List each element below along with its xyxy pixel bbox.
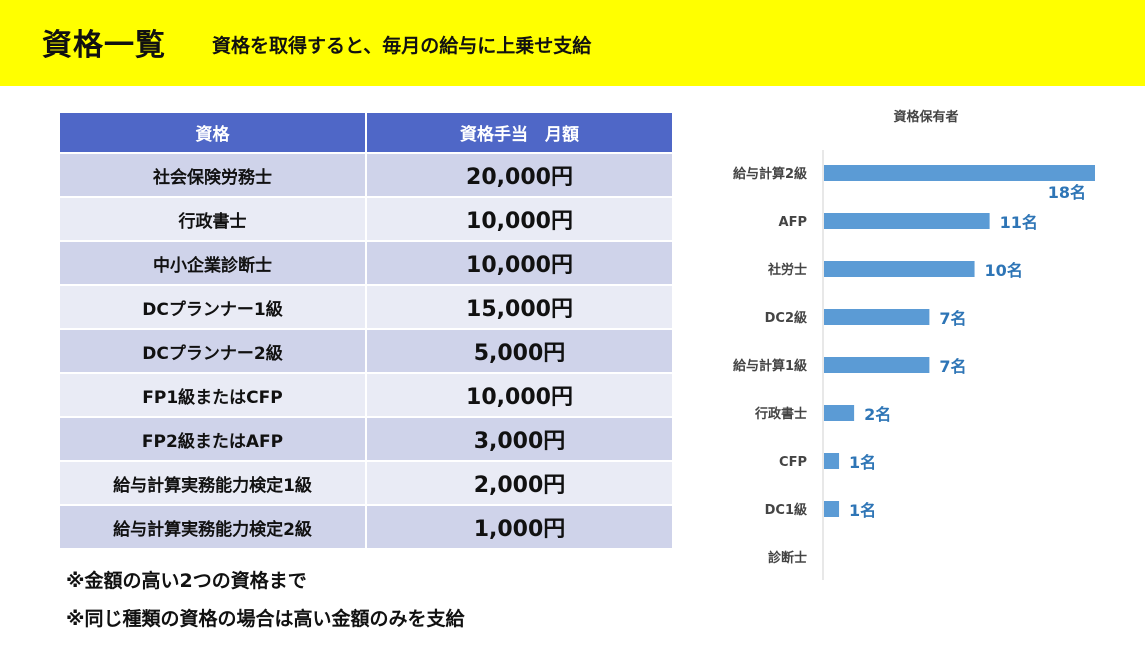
qualification-name: 給与計算実務能力検定1級 bbox=[58, 460, 367, 506]
footnote: ※金額の高い2つの資格まで bbox=[66, 570, 307, 592]
data-label: 7名 bbox=[939, 357, 966, 376]
header-banner: 資格一覧 資格を取得すると、毎月の給与に上乗せ支給 bbox=[0, 0, 1145, 86]
table-row: DCプランナー2級 5,000円 bbox=[58, 328, 674, 374]
data-label: 1名 bbox=[849, 453, 876, 472]
data-label: 18名 bbox=[1048, 183, 1086, 202]
allowance-amount: 15,000円 bbox=[365, 284, 674, 330]
allowance-amount: 3,000円 bbox=[365, 416, 674, 462]
qualification-name: DCプランナー1級 bbox=[58, 284, 367, 330]
allowance-amount: 10,000円 bbox=[365, 240, 674, 286]
qualification-name: DCプランナー2級 bbox=[58, 328, 367, 374]
allowance-amount: 1,000円 bbox=[365, 504, 674, 550]
table-header-row: 資格 資格手当 月額 bbox=[58, 111, 674, 154]
table-row: 社会保険労務士 20,000円 bbox=[58, 152, 674, 198]
data-label: 1名 bbox=[849, 501, 876, 520]
bar bbox=[824, 165, 1095, 181]
allowance-amount: 10,000円 bbox=[365, 372, 674, 418]
category-label: 給与計算1級 bbox=[733, 358, 807, 374]
bar bbox=[824, 357, 930, 373]
bar bbox=[824, 213, 990, 229]
allowance-table: 資格 資格手当 月額 社会保険労務士 20,000円 行政書士 10,000円 … bbox=[58, 111, 674, 550]
bar bbox=[824, 405, 855, 421]
column-header-qualification: 資格 bbox=[58, 111, 367, 154]
bar bbox=[824, 309, 930, 325]
page-subtitle: 資格を取得すると、毎月の給与に上乗せ支給 bbox=[212, 35, 592, 57]
table-row: 行政書士 10,000円 bbox=[58, 196, 674, 242]
footnote: ※同じ種類の資格の場合は高い金額のみを支給 bbox=[66, 608, 465, 630]
allowance-amount: 5,000円 bbox=[365, 328, 674, 374]
bar bbox=[824, 261, 975, 277]
qualification-name: FP2級またはAFP bbox=[58, 416, 367, 462]
category-label: DC1級 bbox=[765, 502, 807, 518]
footnotes: ※金額の高い2つの資格まで ※同じ種類の資格の場合は高い金額のみを支給 bbox=[66, 562, 464, 638]
allowance-amount: 2,000円 bbox=[365, 460, 674, 506]
allowance-amount: 10,000円 bbox=[365, 196, 674, 242]
category-label: DC2級 bbox=[765, 310, 807, 326]
qualification-name: FP1級またはCFP bbox=[58, 372, 367, 418]
qualification-name: 行政書士 bbox=[58, 196, 367, 242]
category-label: 社労士 bbox=[767, 262, 807, 278]
qualification-name: 給与計算実務能力検定2級 bbox=[58, 504, 367, 550]
column-header-monthly-allowance: 資格手当 月額 bbox=[365, 111, 674, 154]
bar bbox=[824, 501, 840, 517]
category-label: 診断士 bbox=[768, 550, 807, 566]
table-row: 中小企業診断士 10,000円 bbox=[58, 240, 674, 286]
qualification-name: 社会保険労務士 bbox=[58, 152, 367, 198]
table-row: FP2級またはAFP 3,000円 bbox=[58, 416, 674, 462]
category-label: 行政書士 bbox=[754, 406, 807, 422]
category-label: AFP bbox=[779, 215, 807, 230]
page-title: 資格一覧 bbox=[42, 28, 166, 63]
table-row: DCプランナー1級 15,000円 bbox=[58, 284, 674, 330]
chart-title: 資格保有者 bbox=[893, 109, 958, 125]
table-row: FP1級またはCFP 10,000円 bbox=[58, 372, 674, 418]
category-label: 給与計算2級 bbox=[733, 166, 807, 182]
table-row: 給与計算実務能力検定2級 1,000円 bbox=[58, 504, 674, 550]
data-label: 7名 bbox=[939, 309, 966, 328]
category-label: CFP bbox=[779, 455, 807, 470]
data-label: 11名 bbox=[1000, 213, 1038, 232]
data-label: 10名 bbox=[985, 261, 1023, 280]
table-row: 給与計算実務能力検定1級 2,000円 bbox=[58, 460, 674, 506]
allowance-amount: 20,000円 bbox=[365, 152, 674, 198]
data-label: 2名 bbox=[864, 405, 891, 424]
qualification-name: 中小企業診断士 bbox=[58, 240, 367, 286]
bar bbox=[824, 453, 840, 469]
